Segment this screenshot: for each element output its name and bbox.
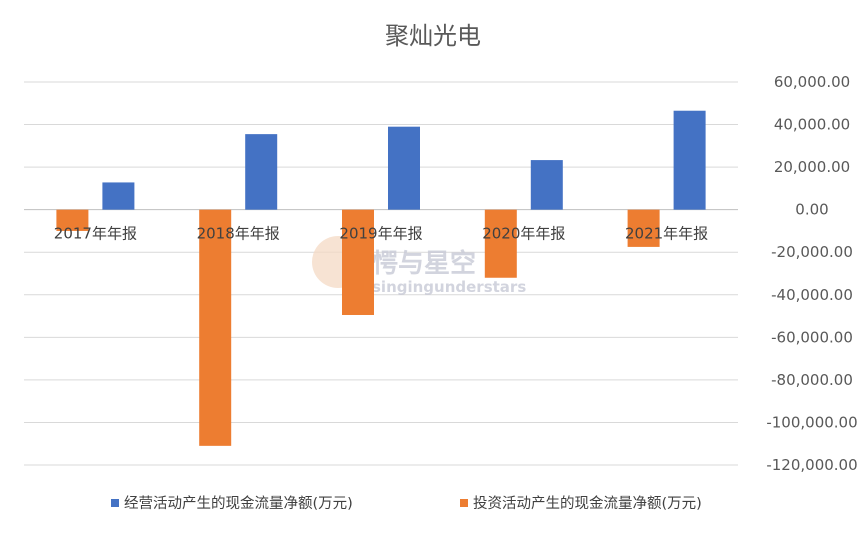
y-tick-label: 60,000.00	[774, 73, 850, 91]
legend-label-investing: 投资活动产生的现金流量净额(万元)	[473, 495, 702, 512]
bar-investing	[199, 209, 232, 446]
x-category-label: 2018年年报	[197, 225, 280, 243]
watermark: 愕与星空 singingunderstars	[312, 236, 526, 296]
y-tick-label: -40,000.00	[771, 286, 853, 304]
y-tick-label: 0.00	[795, 201, 828, 219]
x-category-label: 2020年年报	[482, 225, 565, 243]
legend-swatch-operating	[111, 499, 119, 507]
y-tick-label: 40,000.00	[774, 116, 850, 134]
y-tick-label: -80,000.00	[771, 371, 853, 389]
bar-operating	[245, 134, 278, 210]
bar-operating	[673, 110, 706, 210]
bar-operating	[388, 126, 420, 210]
legend-label-operating: 经营活动产生的现金流量净额(万元)	[124, 495, 353, 512]
legend: 经营活动产生的现金流量净额(万元) 投资活动产生的现金流量净额(万元)	[111, 495, 702, 512]
watermark-main-text: 愕与星空	[372, 248, 476, 279]
y-axis-labels: 60,000.00 40,000.00 20,000.00 0.00 -20,000.0…	[766, 73, 857, 474]
chart-title: 聚灿光电	[385, 22, 481, 50]
x-axis-labels: 2017年年报 2018年年报 2019年年报 2020年年报 2021年年报	[54, 225, 708, 243]
y-tick-label: -60,000.00	[771, 328, 853, 346]
bar-operating	[530, 160, 563, 210]
y-tick-label: -100,000.00	[766, 413, 857, 431]
gridlines	[24, 81, 738, 466]
bar-investing	[56, 209, 89, 231]
bar-operating	[102, 182, 135, 210]
y-tick-label: 20,000.00	[774, 158, 850, 176]
legend-swatch-investing	[460, 499, 468, 507]
bar-investing	[342, 209, 374, 315]
bars	[56, 110, 706, 446]
x-category-label: 2021年年报	[625, 225, 708, 243]
watermark-sub-text: singingunderstars	[372, 278, 526, 296]
x-category-label: 2019年年报	[339, 225, 422, 243]
y-tick-label: -120,000.00	[766, 456, 857, 474]
bar-investing	[484, 209, 517, 278]
y-tick-label: -20,000.00	[771, 243, 853, 261]
bar-investing	[627, 209, 660, 247]
x-category-label: 2017年年报	[54, 225, 137, 243]
